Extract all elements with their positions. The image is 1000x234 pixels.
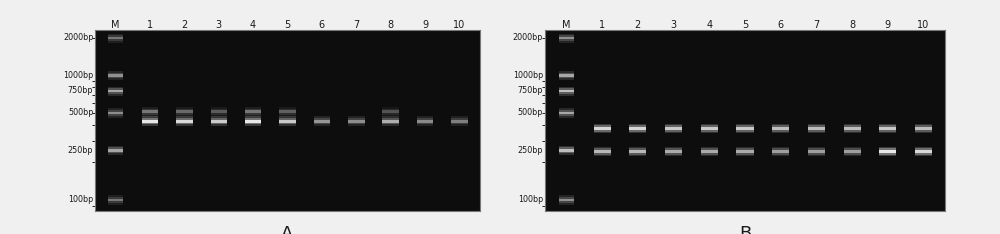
- Text: M: M: [562, 20, 571, 30]
- Text: 1: 1: [147, 20, 153, 30]
- Text: 100bp: 100bp: [518, 195, 543, 204]
- Text: 2: 2: [635, 20, 641, 30]
- Text: 1000bp: 1000bp: [63, 71, 93, 80]
- Text: 750bp: 750bp: [518, 87, 543, 95]
- Text: 6: 6: [778, 20, 784, 30]
- Text: 750bp: 750bp: [68, 87, 93, 95]
- Text: 1: 1: [599, 20, 605, 30]
- Text: 9: 9: [885, 20, 891, 30]
- Text: 250bp: 250bp: [68, 146, 93, 155]
- Text: 2: 2: [181, 20, 188, 30]
- Text: 10: 10: [917, 20, 930, 30]
- Text: 5: 5: [284, 20, 291, 30]
- Text: 3: 3: [216, 20, 222, 30]
- Text: 4: 4: [250, 20, 256, 30]
- Text: 8: 8: [849, 20, 855, 30]
- Text: 7: 7: [353, 20, 359, 30]
- Text: A: A: [281, 225, 294, 234]
- Text: 5: 5: [742, 20, 748, 30]
- Text: 500bp: 500bp: [68, 108, 93, 117]
- Text: 9: 9: [422, 20, 428, 30]
- Text: 100bp: 100bp: [68, 195, 93, 204]
- Text: 4: 4: [706, 20, 712, 30]
- Text: 7: 7: [813, 20, 820, 30]
- Text: 500bp: 500bp: [518, 108, 543, 117]
- Text: 2000bp: 2000bp: [513, 33, 543, 43]
- Text: 2000bp: 2000bp: [63, 33, 93, 43]
- Text: M: M: [111, 20, 120, 30]
- Text: 3: 3: [671, 20, 677, 30]
- Text: 1000bp: 1000bp: [513, 71, 543, 80]
- Text: 250bp: 250bp: [518, 146, 543, 155]
- Text: B: B: [739, 225, 751, 234]
- Text: 10: 10: [453, 20, 466, 30]
- Text: 6: 6: [319, 20, 325, 30]
- Text: 8: 8: [388, 20, 394, 30]
